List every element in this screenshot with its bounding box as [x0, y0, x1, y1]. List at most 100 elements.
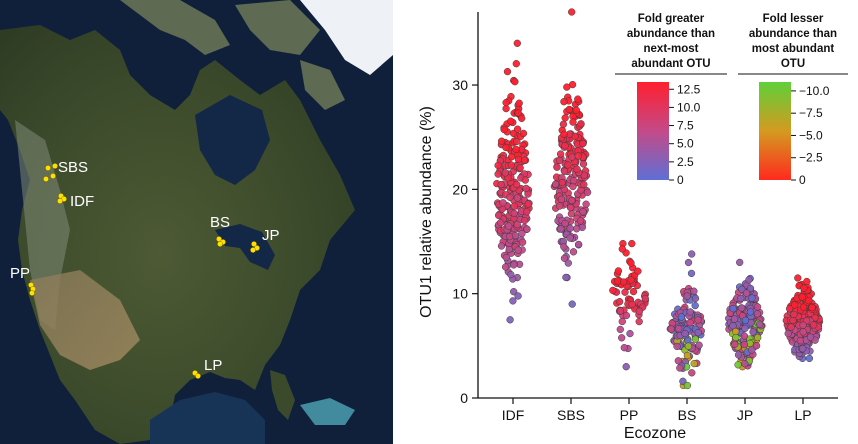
point-idf [501, 169, 509, 177]
colorbar-tick-label: −2.5 [799, 151, 823, 165]
point-jp [745, 276, 753, 284]
point-bs [675, 325, 683, 333]
point-bs [690, 287, 698, 295]
data-points [493, 8, 824, 390]
point-sbs [570, 176, 578, 185]
point-idf [508, 153, 516, 161]
colorbar-fold-lesser-title-1: Fold lesser [763, 13, 824, 25]
north-america-map: SBS IDF BS JP PP LP [0, 0, 393, 444]
point-lp [805, 296, 813, 305]
point-idf [503, 67, 512, 76]
southwest-desert [30, 270, 140, 370]
point-idf [511, 78, 519, 86]
x-tick-label: BS [678, 407, 697, 423]
point-jp [748, 294, 756, 302]
site-label-jp: JP [262, 227, 280, 244]
point-sbs [560, 130, 568, 139]
point-idf [514, 246, 522, 254]
point-pp [618, 245, 626, 253]
point-idf [496, 219, 505, 227]
x-tick-label: JP [737, 407, 753, 423]
point-idf [510, 288, 518, 296]
point-sbs [564, 259, 572, 267]
point-pp [618, 317, 626, 326]
point-sbs [567, 210, 576, 218]
point-bs [681, 329, 689, 338]
point-sbs [580, 180, 588, 189]
point-sbs [574, 152, 582, 160]
site-markers: SBS IDF BS JP PP LP [10, 159, 280, 379]
point-idf [514, 109, 522, 117]
point-idf [506, 193, 514, 201]
colorbar-fold-lesser-title-2: abundance than [749, 28, 837, 40]
great-lakes [215, 224, 275, 270]
point-sbs [561, 114, 569, 122]
colorbar-fold-greater-ticks: 12.5 10.0 7.5 5.0 2.5 0 [669, 82, 701, 187]
point-lp [800, 284, 808, 292]
colorbar-tick-label: 12.5 [677, 82, 701, 96]
caribbean-shallows [300, 398, 355, 425]
site-dot-jp [251, 241, 257, 247]
point-bs [679, 377, 687, 385]
point-lp [799, 321, 807, 329]
point-bs [688, 369, 696, 377]
point-idf [501, 263, 510, 271]
point-pp [613, 277, 622, 285]
point-idf [494, 170, 502, 178]
x-tick-label: PP [620, 407, 639, 423]
point-idf [518, 238, 527, 246]
point-bs [673, 342, 681, 351]
site-label-pp: PP [10, 265, 30, 282]
site-label-lp: LP [204, 357, 222, 374]
point-jp [753, 303, 762, 311]
y-tick-label: 30 [452, 77, 468, 93]
site-dot-bs [217, 241, 223, 247]
point-idf [499, 199, 507, 207]
point-bs [695, 341, 703, 349]
point-lp [810, 321, 818, 329]
point-sbs [569, 248, 578, 256]
point-idf [507, 270, 515, 279]
point-jp [737, 294, 745, 303]
point-lp [799, 328, 807, 336]
point-lp [789, 316, 797, 325]
point-sbs [568, 8, 576, 16]
point-idf [512, 180, 521, 189]
point-lp [785, 305, 794, 313]
point-jp [740, 332, 749, 340]
point-sbs [573, 165, 581, 173]
point-bs [690, 359, 698, 368]
point-idf [497, 242, 506, 250]
point-jp [732, 333, 740, 342]
point-idf [502, 143, 510, 152]
point-bs [687, 269, 696, 278]
x-tick-label: IDF [502, 407, 525, 423]
site-dot-sbs [43, 176, 49, 182]
colorbar-fold-lesser: Fold lesser abundance than most abundant… [738, 13, 848, 187]
point-lp [799, 303, 808, 311]
point-sbs [555, 156, 564, 165]
point-bs [683, 292, 691, 300]
colorbar-fold-greater-gradient [637, 82, 669, 180]
y-axis-title: OTU1 relative abundance (%) [418, 106, 435, 318]
colorbar-fold-greater-title-4: abundant OTU [631, 58, 710, 70]
point-sbs [579, 139, 587, 148]
point-idf [513, 39, 521, 47]
colorbar-tick-label: −7.5 [799, 106, 823, 120]
point-idf [494, 211, 503, 220]
point-jp [741, 360, 749, 368]
point-bs [674, 357, 682, 365]
point-pp [621, 288, 629, 296]
point-sbs [568, 300, 576, 308]
point-sbs [576, 217, 585, 225]
point-idf [515, 99, 523, 107]
colorbar-fold-lesser-gradient [759, 82, 791, 180]
point-jp [740, 340, 749, 349]
point-sbs [572, 106, 580, 114]
point-idf [516, 164, 524, 172]
point-idf [520, 156, 529, 164]
point-sbs [556, 150, 565, 158]
point-idf [523, 225, 531, 233]
colorbar-tick-label: 0 [677, 173, 684, 187]
point-idf [522, 184, 530, 193]
